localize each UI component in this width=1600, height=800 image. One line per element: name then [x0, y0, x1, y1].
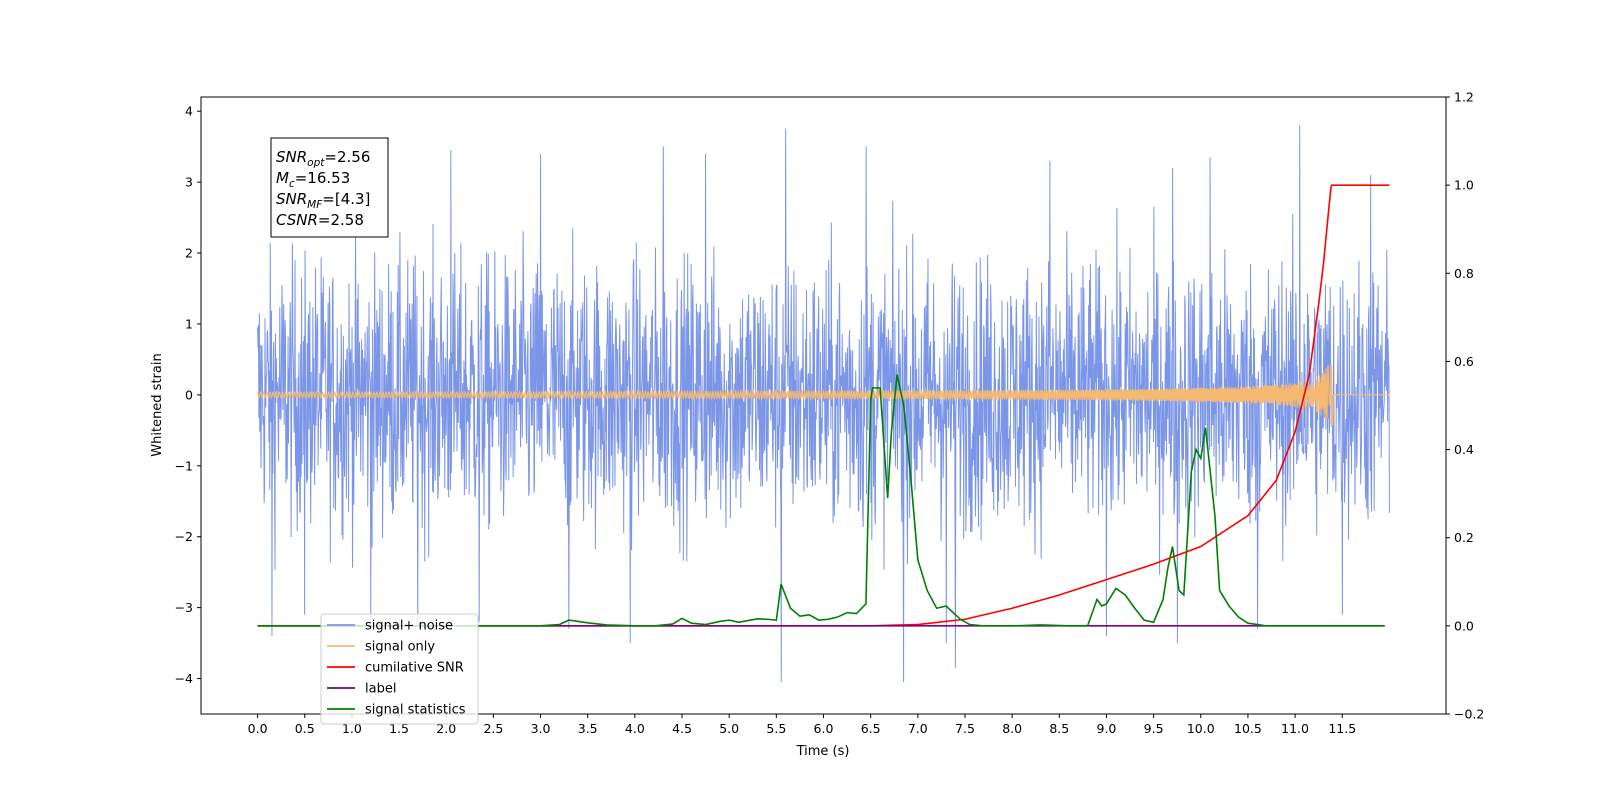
x-tick-label: 3.0: [531, 721, 551, 736]
series-cumilative-snr: [257, 184, 1390, 627]
series-layer: [257, 125, 1390, 683]
plot-area: [257, 125, 1390, 683]
x-tick-label: 6.0: [814, 721, 834, 736]
legend-label: label: [365, 682, 396, 697]
series-signal-statistics: [257, 374, 1385, 627]
y2-tick-label: 0.2: [1454, 530, 1474, 545]
legend-frame: [320, 613, 479, 725]
x-tick-label: 4.5: [672, 721, 692, 736]
x-tick-label: 3.5: [578, 721, 598, 736]
annotation-frame: [270, 137, 389, 238]
x-tick-label: 0.5: [295, 721, 315, 736]
x-tick-label: 1.5: [389, 721, 409, 736]
x-tick-label: 11.5: [1328, 721, 1356, 736]
series-signal-only: [257, 364, 1390, 427]
legend-label: signal+ noise: [365, 619, 453, 634]
x-tick-label: 0.0: [248, 721, 268, 736]
y-axis-label: Whitened strain: [150, 353, 165, 456]
x-axis-label: Time (s): [796, 744, 850, 759]
y-tick-label: −2: [175, 529, 193, 544]
y-tick-label: −3: [175, 600, 193, 615]
y-tick-label: 1: [185, 316, 193, 331]
y-axis-left: −4 −3 −2 −1 0 1 2 3 4: [175, 104, 201, 686]
x-tick-label: 6.5: [861, 721, 881, 736]
legend-label: cumilative SNR: [365, 661, 464, 676]
y-tick-label: −1: [175, 458, 193, 473]
annotation-line: SNRopt=2.56: [276, 148, 370, 169]
x-tick-label: 11.0: [1281, 721, 1309, 736]
y2-tick-label: 0.0: [1454, 618, 1474, 633]
x-tick-label: 10.5: [1234, 721, 1262, 736]
y2-tick-label: 1.2: [1454, 90, 1474, 105]
y-tick-label: −4: [175, 671, 193, 686]
x-tick-label: 2.5: [483, 721, 503, 736]
legend-label: signal statistics: [365, 703, 466, 718]
x-tick-label: 8.5: [1049, 721, 1069, 736]
y-axis-right: −0.2 0.0 0.2 0.4 0.6 0.8 1.0 1.2: [1446, 90, 1484, 722]
y-tick-label: 3: [185, 175, 193, 190]
y2-tick-label: 1.0: [1454, 178, 1474, 193]
legend-label: signal only: [365, 640, 435, 655]
x-axis: 0.0 0.5 1.0 1.5 2.0 2.5 3.0 3.5 4.0 4.5 5.0 5.5 6.0 6…: [248, 714, 1356, 736]
series-signal-noise: [257, 125, 1390, 683]
x-tick-label: 9.0: [1097, 721, 1117, 736]
y2-tick-label: 0.8: [1454, 266, 1474, 281]
x-tick-label: 10.0: [1187, 721, 1215, 736]
y-tick-label: 2: [185, 246, 193, 261]
x-tick-label: 1.0: [342, 721, 362, 736]
x-tick-label: 7.0: [908, 721, 928, 736]
y2-tick-label: 0.6: [1454, 354, 1474, 369]
annotation-line: SNRMF=[4.3]: [276, 190, 370, 211]
x-tick-label: 5.0: [719, 721, 739, 736]
x-tick-label: 8.0: [1002, 721, 1022, 736]
x-tick-label: 5.5: [766, 721, 786, 736]
y-tick-label: 4: [185, 104, 193, 119]
x-tick-label: 9.5: [1144, 721, 1164, 736]
x-tick-label: 7.5: [955, 721, 975, 736]
y-tick-label: 0: [185, 387, 193, 402]
x-tick-label: 4.0: [625, 721, 645, 736]
annotation-line: Mc=16.53: [276, 169, 350, 190]
annotation-line: CSNR=2.58: [276, 211, 364, 229]
legend: signal+ noise signal only cumilative SNR la…: [320, 613, 479, 725]
x-tick-label: 2.0: [436, 721, 456, 736]
y2-tick-label: 0.4: [1454, 442, 1474, 457]
y2-tick-label: −0.2: [1454, 707, 1484, 722]
